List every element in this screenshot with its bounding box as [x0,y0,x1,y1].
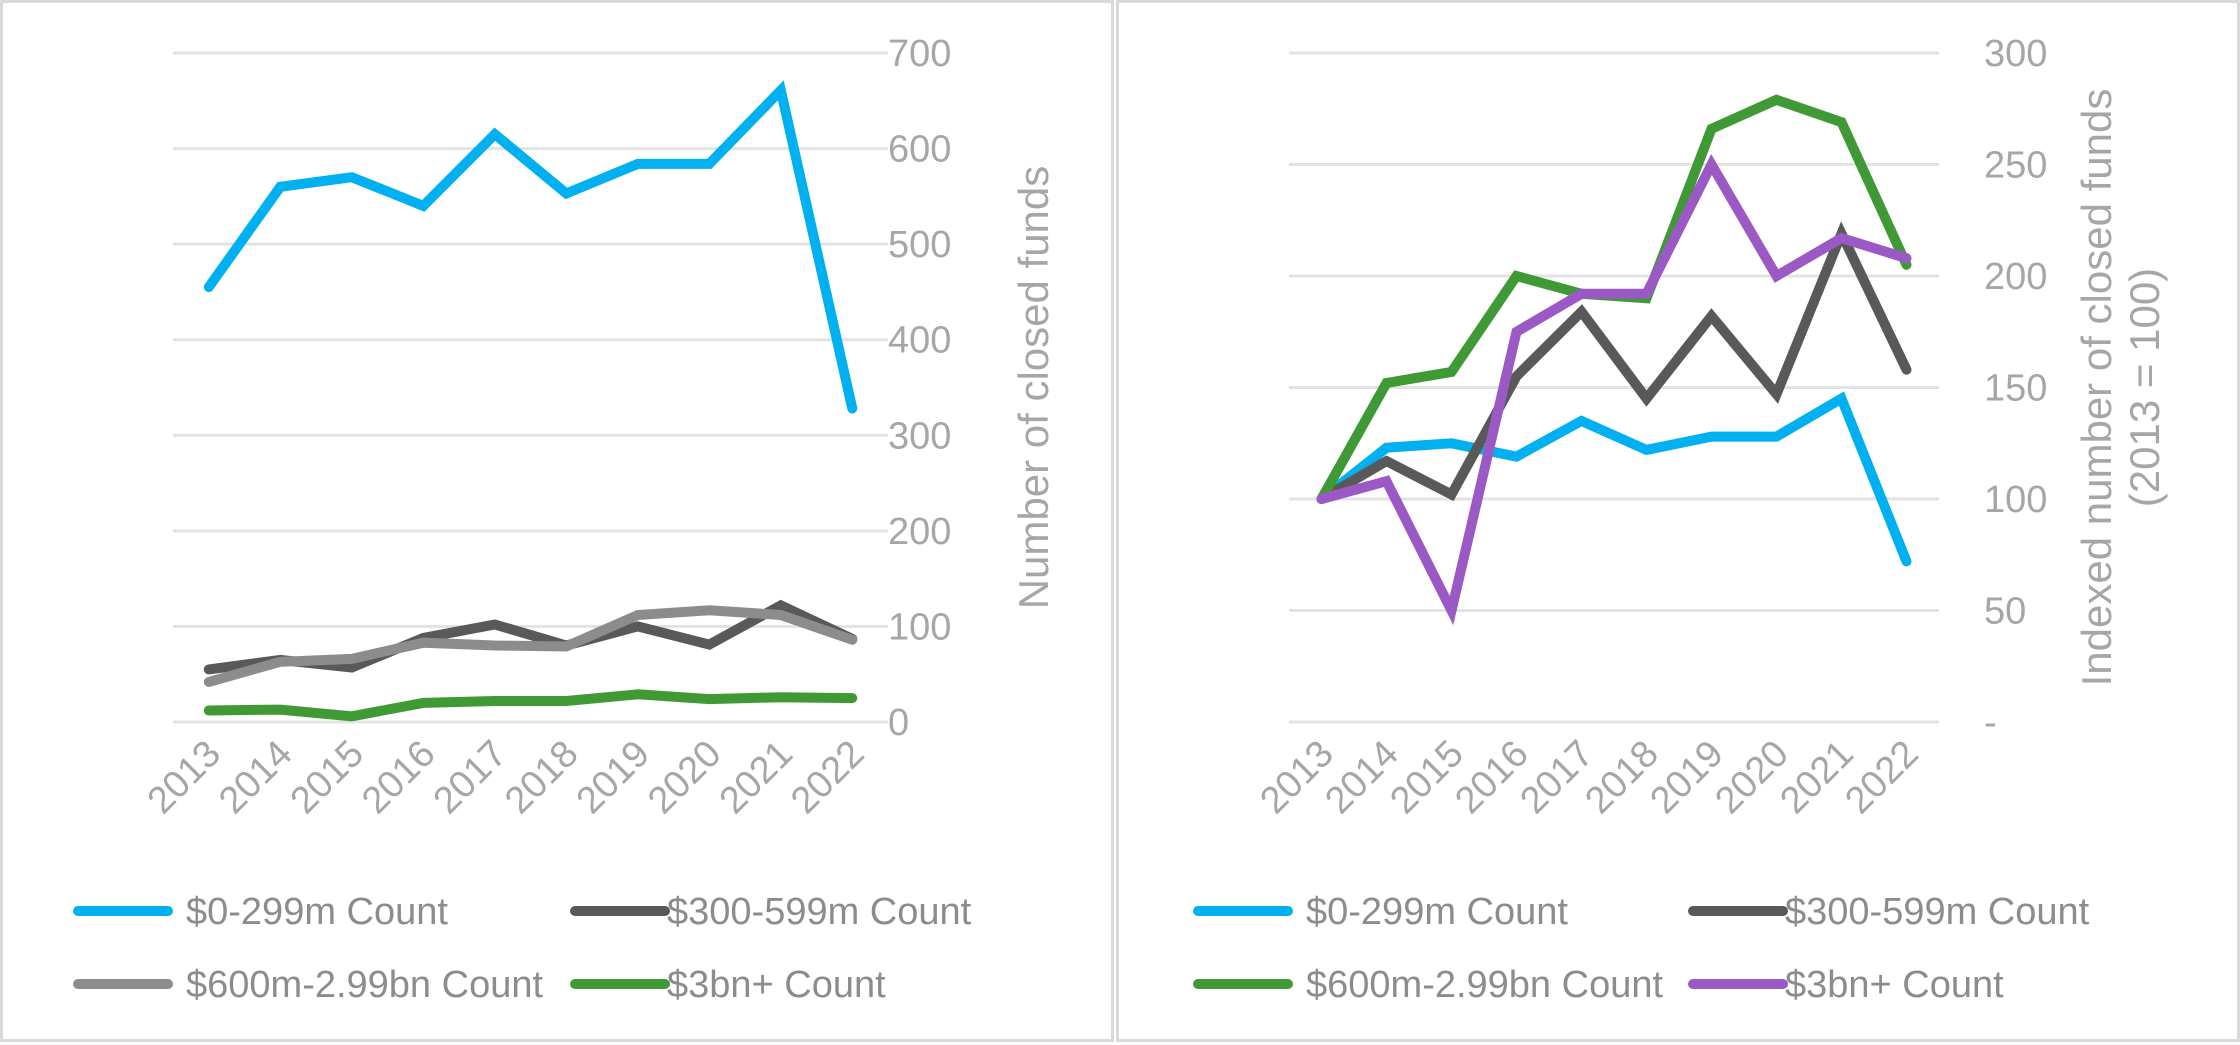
legend-label-600m-2-99bn-count: $600m-2.99bn Count [1306,964,1663,1006]
y-tick-label: 100 [1984,479,2047,521]
legend-label-0-299m-count: $0-299m Count [186,891,448,933]
x-tick-label: 2022 [783,733,872,822]
y-tick-label: 300 [888,415,951,457]
legend-label-3bn-count: $3bn+ Count [1785,964,2004,1006]
x-tick-label: 2013 [140,733,229,822]
x-tick-label: 2013 [1252,733,1341,822]
y-tick-label: 300 [1984,33,2047,75]
x-tick-label: 2018 [1577,733,1666,822]
y-tick-label: 0 [888,702,909,744]
y-tick-label: 700 [888,33,951,75]
series-line-0-299m-count [203,80,858,414]
x-tick-label: 2017 [1512,733,1601,822]
indexed-closed-funds-chart: -501001502002503002013201420152016201720… [1193,33,2168,1006]
x-tick-label: 2019 [1642,733,1731,822]
x-tick-label: 2015 [1382,733,1471,822]
series-line-300-599m-count [1316,221,1912,504]
series-line-600m-2-99bn-count [203,605,858,687]
y-axis-title: (2013 = 100) [2121,268,2168,507]
legend-label-3bn-count: $3bn+ Count [667,964,886,1006]
y-tick-label: 150 [1984,368,2047,410]
y-tick-label: 500 [888,224,951,266]
x-tick-label: 2017 [426,733,515,822]
y-tick-label: 200 [1984,256,2047,298]
left-chart-panel: 0 100 200 300 400 500 600 700 2013 2014 2015 2016 20… [0,0,1114,1042]
closed-funds-count-chart: 0100200300400500600700201320142015201620… [73,33,1057,1006]
x-tick-label: 2021 [1772,733,1861,822]
series-line-3bn-count [1316,154,1912,626]
x-tick-label: 2014 [211,733,300,822]
series-line-3bn-count [203,689,858,722]
y-tick-label: 250 [1984,145,2047,187]
y-tick-label: - [1984,702,1997,744]
y-axis-title: Indexed number of closed funds [2073,89,2120,687]
right-chart-panel: -50 100 150 200 250 300 2013 2014 2015 2016 2017 20… [1116,0,2240,1042]
x-tick-label: 2016 [1447,733,1536,822]
y-tick-label: 400 [888,320,951,362]
y-tick-label: 100 [888,606,951,648]
y-tick-label: 200 [888,511,951,553]
legend-label-300-599m-count: $300-599m Count [1785,891,2090,933]
x-tick-label: 2018 [497,733,586,822]
x-tick-label: 2020 [1707,733,1796,822]
legend-label-300-599m-count: $300-599m Count [667,891,972,933]
x-tick-label: 2016 [354,733,443,822]
x-tick-label: 2019 [569,733,658,822]
x-tick-label: 2015 [283,733,372,822]
series-line-0-299m-count [1316,391,1912,567]
x-tick-label: 2021 [712,733,801,822]
y-tick-label: 50 [1984,591,2026,633]
legend-label-0-299m-count: $0-299m Count [1306,891,1568,933]
x-tick-label: 2020 [640,733,729,822]
x-tick-label: 2014 [1317,733,1406,822]
y-axis-title: Number of closed funds [1010,166,1057,610]
legend-label-600m-2-99bn-count: $600m-2.99bn Count [186,964,543,1006]
x-tick-label: 2022 [1837,733,1926,822]
y-tick-label: 600 [888,129,951,171]
